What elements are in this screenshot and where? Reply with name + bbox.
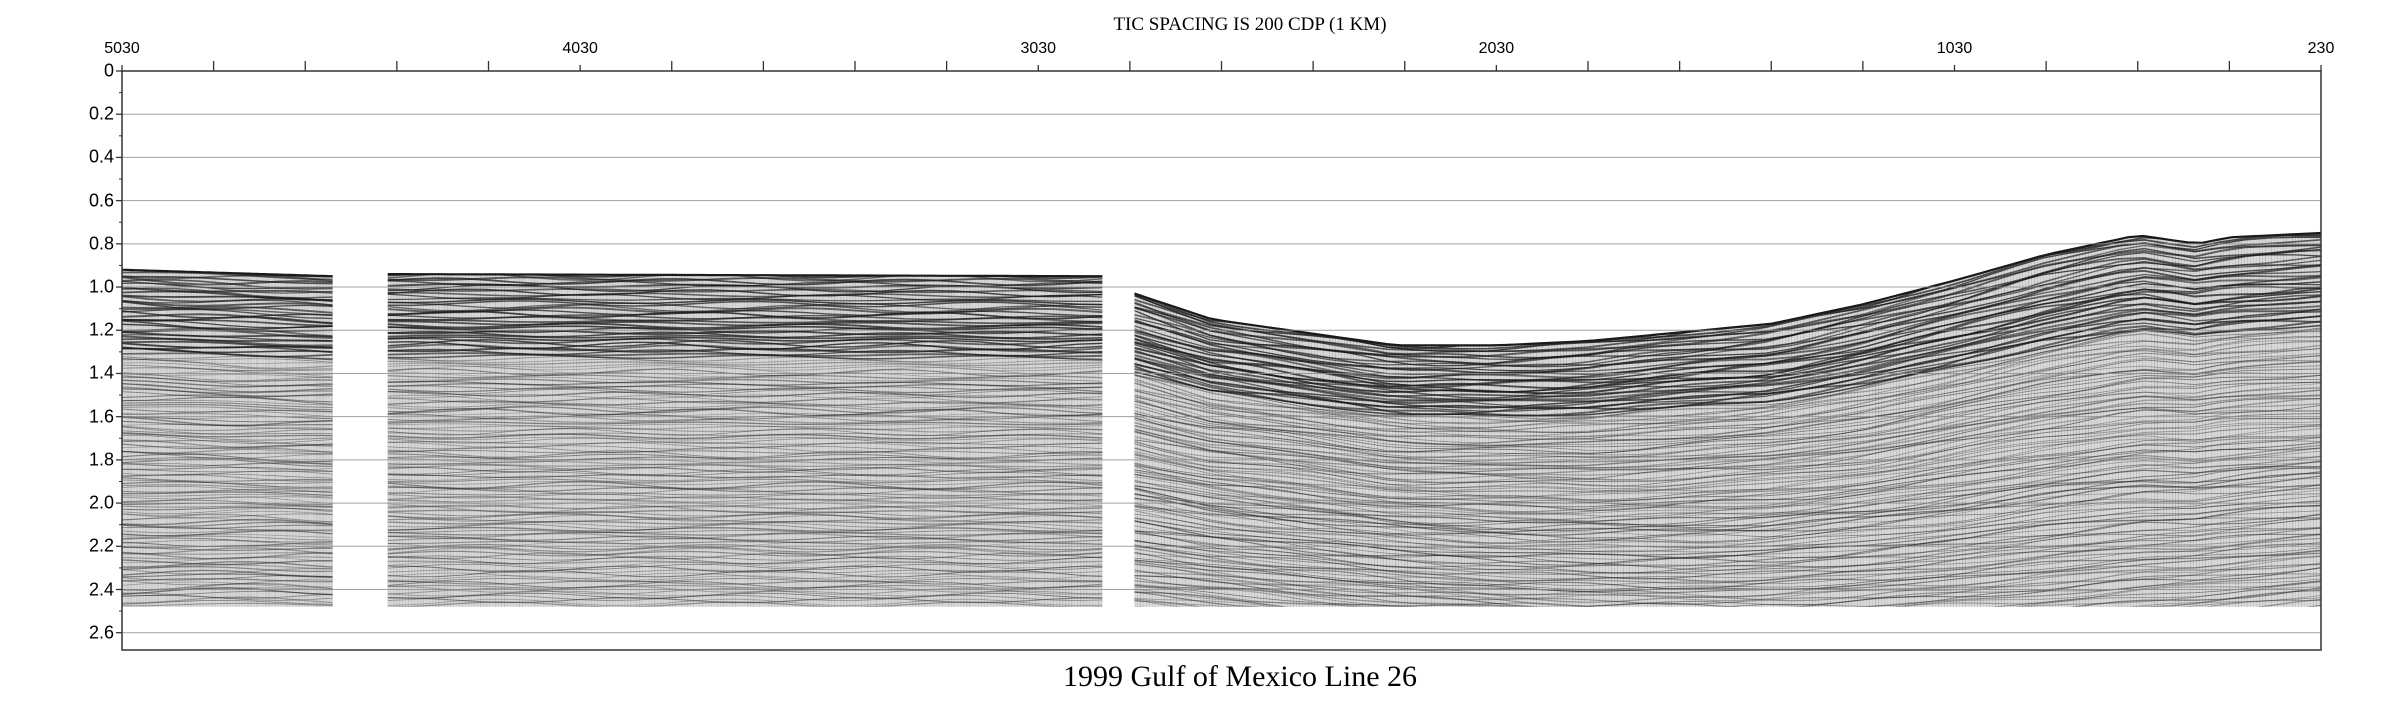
time-label: 0.2	[88, 103, 114, 124]
cdp-label: 230	[2307, 40, 2335, 57]
time-label: 2.0	[88, 492, 114, 513]
segment-1-reflectors	[122, 269, 333, 607]
segment-1-seafloor	[122, 268, 333, 278]
cdp-label: 2030	[1478, 40, 1515, 57]
time-ticks	[116, 70, 122, 634]
segment-3-reflectors	[1134, 233, 2321, 607]
time-label: 1.8	[88, 449, 114, 470]
cdp-label: 5030	[104, 40, 140, 57]
time-label: 1.0	[88, 276, 114, 297]
time-label: 0	[103, 60, 114, 81]
cdp-ticks	[121, 61, 2322, 71]
time-label: 2.6	[88, 622, 114, 643]
cdp-label: 4030	[562, 40, 598, 57]
figure-title: TIC SPACING IS 200 CDP (1 KM)	[1113, 14, 1387, 35]
time-label: 1.4	[88, 362, 114, 383]
time-label: 0.8	[88, 233, 114, 254]
time-label: 2.4	[88, 579, 114, 599]
time-label: 1.2	[88, 319, 114, 340]
segment-2-reflectors	[387, 274, 1103, 607]
cdp-label: 1030	[1936, 40, 1973, 57]
time-label: 1.6	[88, 406, 114, 427]
time-gridlines	[122, 113, 2321, 634]
time-label: 0.6	[88, 190, 114, 211]
section-caption: 1999 Gulf of Mexico Line 26	[1062, 660, 1418, 693]
time-label: 0.4	[88, 146, 114, 167]
time-label: 2.2	[88, 535, 114, 556]
cdp-label: 3030	[1020, 40, 1057, 57]
segment-3-fill	[1134, 233, 2321, 607]
segment-3-seafloor	[1134, 231, 2322, 347]
segment-2-seafloor	[387, 273, 1103, 278]
